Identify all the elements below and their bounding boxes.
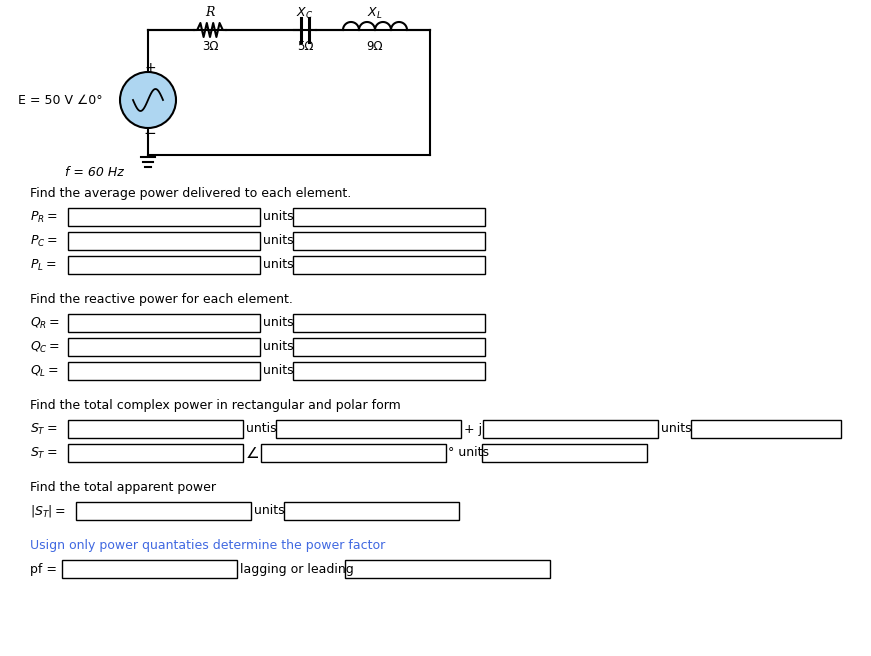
- Text: Find the total apparent power: Find the total apparent power: [30, 482, 216, 495]
- Bar: [293, 232, 485, 250]
- Text: $Q_R=$: $Q_R=$: [30, 316, 60, 331]
- Text: $|S_T|=$: $|S_T|=$: [30, 503, 65, 519]
- Text: untis: untis: [246, 422, 277, 436]
- Bar: [68, 444, 243, 462]
- Text: $X_L$: $X_L$: [368, 5, 382, 20]
- Bar: [276, 420, 461, 438]
- Text: $P_L=$: $P_L=$: [30, 257, 57, 272]
- Bar: [483, 420, 658, 438]
- Text: pf =: pf =: [30, 562, 57, 575]
- Text: units: units: [263, 258, 294, 272]
- Bar: [76, 502, 251, 520]
- Bar: [68, 314, 260, 332]
- Text: units: units: [263, 340, 294, 354]
- Bar: [68, 420, 243, 438]
- Text: $S_T=$: $S_T=$: [30, 421, 57, 436]
- Text: +: +: [145, 61, 156, 75]
- Text: Find the total complex power in rectangular and polar form: Find the total complex power in rectangu…: [30, 400, 401, 413]
- Bar: [68, 362, 260, 380]
- Text: lagging or leading: lagging or leading: [240, 562, 354, 575]
- Text: R: R: [206, 7, 214, 20]
- Bar: [62, 560, 237, 578]
- Text: 3Ω: 3Ω: [202, 39, 219, 52]
- Bar: [293, 208, 485, 226]
- Text: Find the reactive power for each element.: Find the reactive power for each element…: [30, 293, 293, 306]
- Text: $P_C=$: $P_C=$: [30, 234, 57, 249]
- Text: f = 60 Hz: f = 60 Hz: [65, 167, 124, 180]
- Text: $S_T=$: $S_T=$: [30, 445, 57, 461]
- Text: −: −: [144, 125, 157, 140]
- Bar: [293, 338, 485, 356]
- Text: units: units: [263, 365, 294, 377]
- Bar: [68, 256, 260, 274]
- Text: units: units: [263, 316, 294, 329]
- Text: ° units: ° units: [448, 447, 489, 459]
- Text: $Q_L=$: $Q_L=$: [30, 363, 58, 379]
- Bar: [68, 338, 260, 356]
- Bar: [293, 256, 485, 274]
- Bar: [691, 420, 841, 438]
- Bar: [293, 362, 485, 380]
- Bar: [482, 444, 647, 462]
- Bar: [68, 208, 260, 226]
- Bar: [293, 314, 485, 332]
- Text: Usign only power quantaties determine the power factor: Usign only power quantaties determine th…: [30, 539, 385, 552]
- Bar: [284, 502, 459, 520]
- Text: units: units: [263, 234, 294, 247]
- Text: $Q_C=$: $Q_C=$: [30, 339, 60, 354]
- Text: units: units: [263, 211, 294, 224]
- Text: 5Ω: 5Ω: [297, 39, 314, 52]
- Bar: [345, 560, 550, 578]
- Text: units: units: [661, 422, 692, 436]
- Text: $X_C$: $X_C$: [296, 5, 314, 20]
- Bar: [261, 444, 446, 462]
- Text: Find the average power delivered to each element.: Find the average power delivered to each…: [30, 188, 351, 201]
- Text: E = 50 V ∠0°: E = 50 V ∠0°: [18, 94, 103, 106]
- Text: units: units: [254, 504, 285, 518]
- Text: $P_R=$: $P_R=$: [30, 209, 57, 224]
- Text: ∠: ∠: [246, 445, 260, 461]
- Text: + j: + j: [464, 422, 483, 436]
- Circle shape: [120, 72, 176, 128]
- Bar: [68, 232, 260, 250]
- Text: 9Ω: 9Ω: [367, 39, 383, 52]
